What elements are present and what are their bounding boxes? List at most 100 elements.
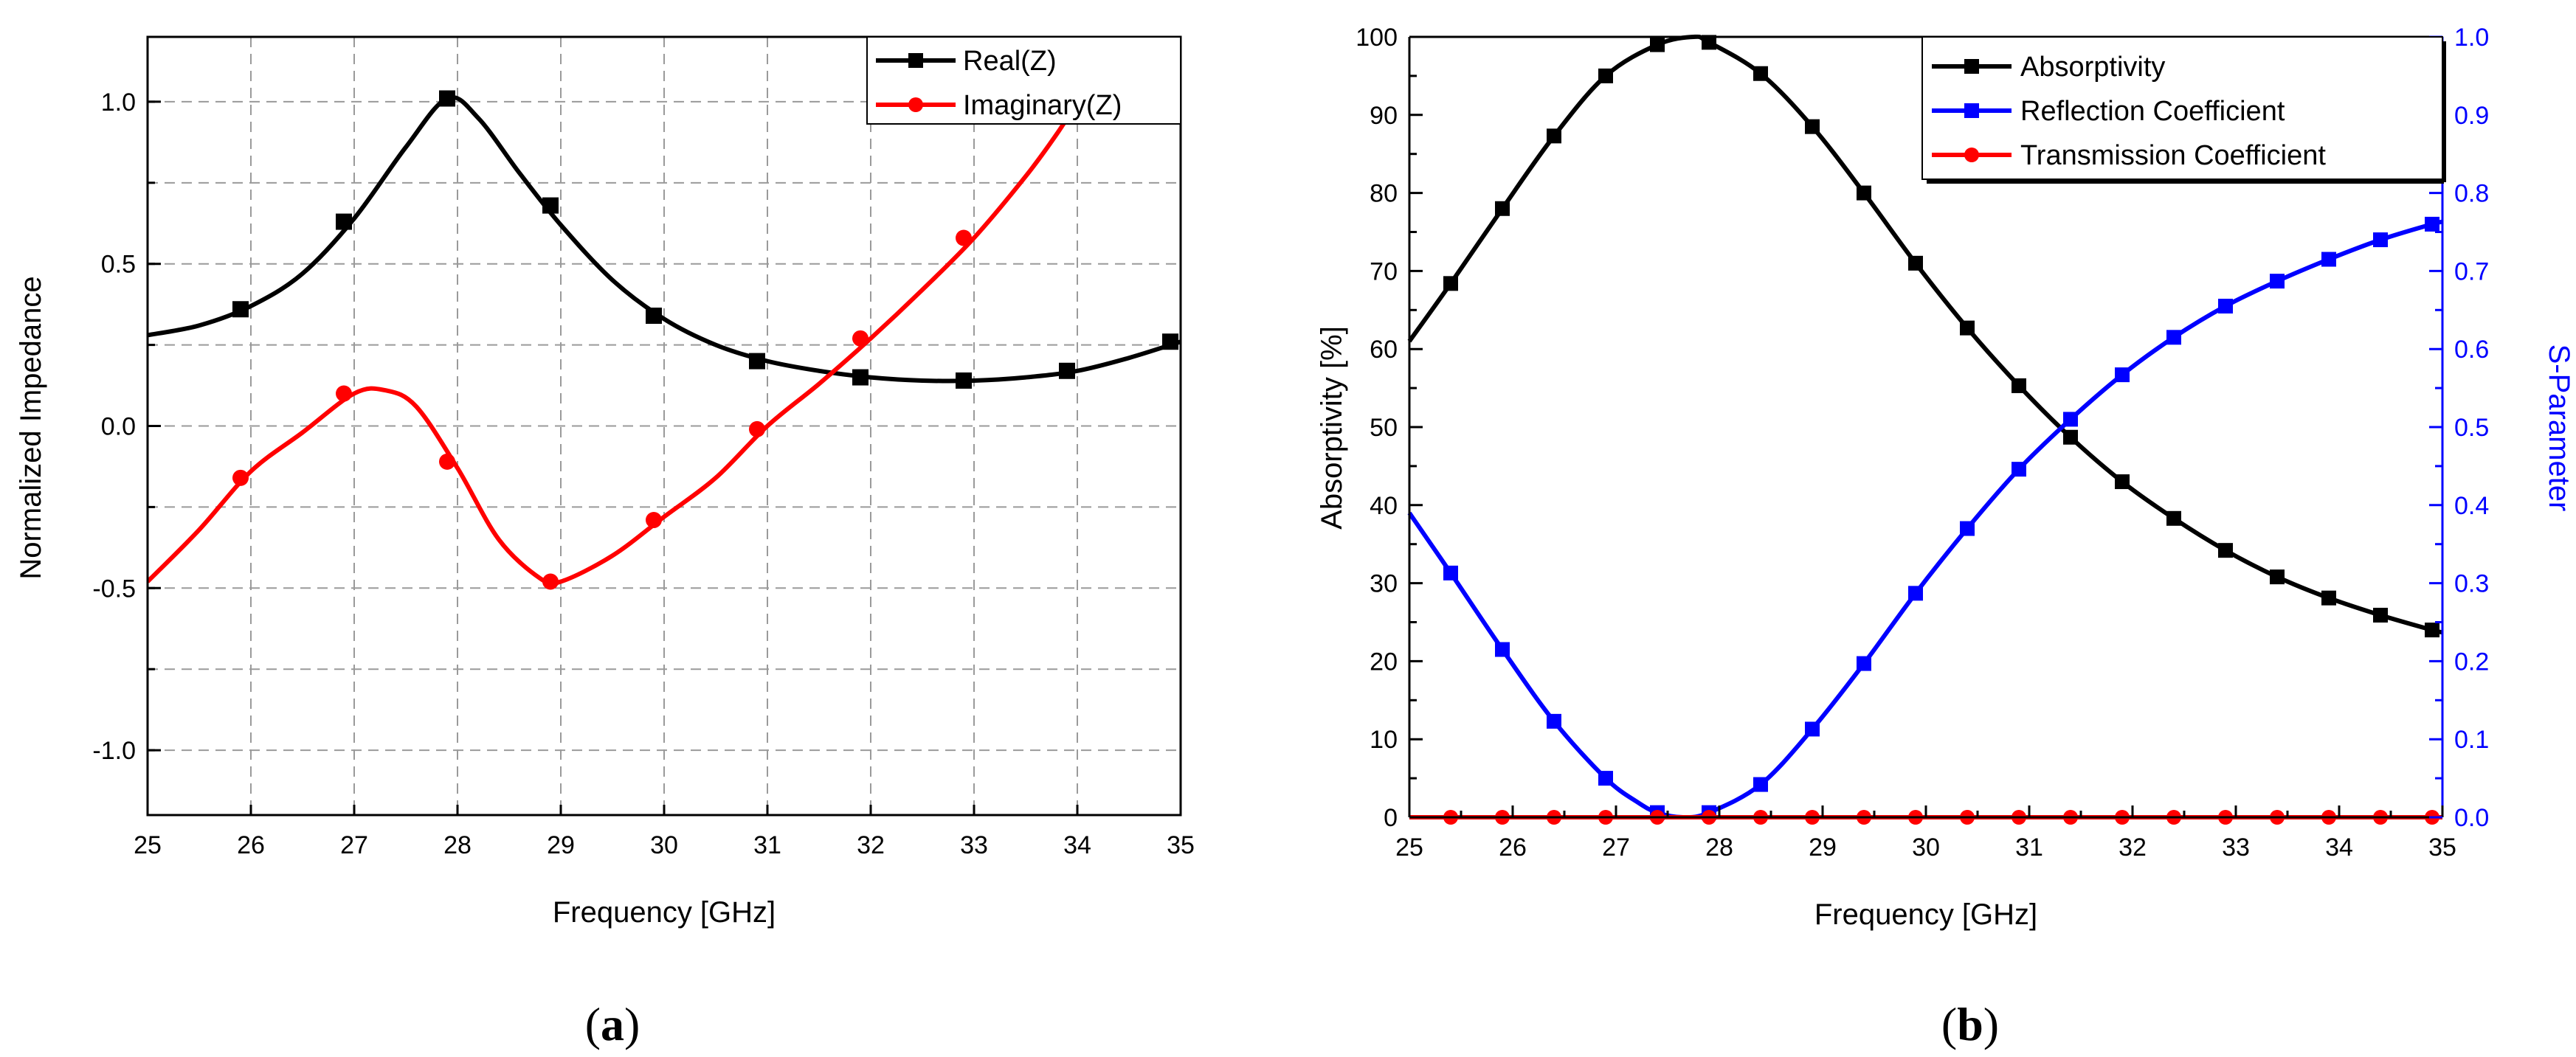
data-point: [1805, 721, 1820, 737]
legend-swatch-marker: [908, 53, 923, 68]
x-tick-label: 33: [960, 831, 988, 859]
legend-label: Reflection Coefficient: [2020, 96, 2285, 127]
data-point: [2063, 412, 2078, 427]
x-ticks-a: 25 26 27 28 29 30 31 32 33 34 35: [134, 805, 1195, 859]
y-right-tick-label: 0.1: [2454, 726, 2489, 754]
data-point: [1162, 333, 1178, 350]
data-point: [2012, 378, 2026, 393]
x-tick-label: 27: [1602, 834, 1630, 862]
y-right-tick-label: 0.6: [2454, 336, 2489, 364]
y-tick-label: 70: [1370, 257, 1398, 285]
legend-swatch-marker: [908, 97, 923, 112]
legend-b: Absorptivity Reflection Coefficient Transm…: [1921, 36, 2446, 184]
x-tick-label: 31: [2015, 834, 2043, 862]
y-tick-label: 0.5: [101, 251, 136, 279]
x-tick-label: 33: [2222, 834, 2250, 862]
data-point: [2115, 367, 2130, 383]
series-layer-a: [148, 90, 1181, 590]
data-point: [1908, 586, 1923, 601]
data-point: [2218, 299, 2233, 314]
data-point: [1547, 128, 1561, 144]
legend-swatch-marker: [1964, 103, 1979, 118]
data-point: [1059, 362, 1075, 379]
y-tick-label: 40: [1370, 492, 1398, 520]
legend-a: Real(Z) Imaginary(Z): [866, 36, 1181, 125]
y-tick-label: 30: [1370, 570, 1398, 598]
x-ticks-b: 25 26 27 28 29 30 31 32 33 34 35: [1395, 805, 2456, 862]
y-axis-title-a: Normalized Impedance: [15, 276, 47, 579]
data-point: [439, 453, 455, 470]
x-tick-label: 34: [2325, 834, 2353, 862]
data-point: [2270, 569, 2285, 585]
data-point: [2373, 232, 2388, 248]
y-ticks-left-b: 0 10 20 30 40 50 60 70 80 90 100: [1356, 24, 1423, 832]
data-point: [956, 229, 972, 246]
data-point: [542, 197, 559, 214]
data-point: [2270, 274, 2285, 289]
x-tick-label: 28: [1705, 834, 1733, 862]
y-tick-label: 20: [1370, 648, 1398, 676]
series-b-1: [1407, 216, 2443, 820]
data-point: [956, 372, 972, 389]
x-tick-label: 27: [340, 831, 368, 859]
data-point: [1753, 66, 1768, 81]
data-point: [1908, 255, 1923, 271]
x-tick-label: 32: [857, 831, 885, 859]
data-point: [852, 330, 869, 347]
panel-label-a: (a): [585, 998, 640, 1050]
data-point: [232, 469, 249, 486]
data-point: [749, 353, 765, 370]
series-line: [148, 100, 1080, 586]
data-point: [232, 301, 249, 318]
y-right-tick-label: 0.7: [2454, 257, 2489, 285]
data-point: [646, 511, 662, 528]
y-ticks-right-b: 0.0 0.1 0.2 0.3 0.4 0.5 0.6 0.7 0.8 0.9 1.0: [2429, 24, 2489, 832]
y-tick-label: 1.0: [101, 89, 136, 117]
data-point: [2425, 216, 2439, 232]
data-point: [2321, 252, 2336, 267]
y-right-tick-label: 0.4: [2454, 492, 2489, 520]
series-line: [148, 95, 1181, 384]
data-point: [2115, 474, 2130, 490]
x-tick-label: 28: [443, 831, 472, 859]
data-point: [1443, 276, 1458, 291]
y-right-tick-label: 0.2: [2454, 648, 2489, 676]
y-tick-label: 0: [1384, 804, 1398, 832]
panel-letter-a: a: [601, 998, 624, 1050]
data-point: [2218, 543, 2233, 558]
data-point: [439, 90, 455, 107]
series-a-0: [148, 90, 1181, 389]
series-b-0: [1407, 34, 2443, 638]
x-tick-label: 26: [1499, 834, 1527, 862]
y-tick-label: 0.0: [101, 413, 136, 441]
legend-label: Real(Z): [963, 46, 1057, 77]
x-tick-label: 25: [134, 831, 162, 859]
legend-label: Imaginary(Z): [963, 90, 1122, 121]
grid-a: [148, 37, 1181, 815]
data-point: [336, 385, 352, 402]
series-line: [1407, 219, 2443, 820]
legend-label: Transmission Coefficient: [2020, 140, 2326, 171]
data-point: [1495, 201, 1510, 216]
data-point: [646, 308, 662, 325]
x-tick-label: 34: [1063, 831, 1091, 859]
data-point: [2166, 510, 2181, 526]
x-tick-label: 29: [1809, 834, 1837, 862]
x-tick-label: 29: [547, 831, 575, 859]
x-tick-label: 30: [1912, 834, 1940, 862]
x-tick-label: 32: [2119, 834, 2147, 862]
x-axis-title-a: Frequency [GHz]: [553, 896, 776, 929]
y-tick-label: 50: [1370, 414, 1398, 442]
y-right-tick-label: 1.0: [2454, 24, 2489, 52]
y-tick-label: 90: [1370, 102, 1398, 130]
data-point: [1598, 68, 1613, 83]
data-point: [2012, 462, 2026, 477]
data-point: [2425, 623, 2439, 638]
data-point: [2373, 607, 2388, 623]
y-tick-label: 60: [1370, 336, 1398, 364]
y-tick-label: 100: [1356, 24, 1398, 52]
data-point: [852, 369, 869, 386]
y-right-tick-label: 0.9: [2454, 102, 2489, 130]
data-point: [1960, 320, 1975, 336]
data-point: [2166, 330, 2181, 345]
